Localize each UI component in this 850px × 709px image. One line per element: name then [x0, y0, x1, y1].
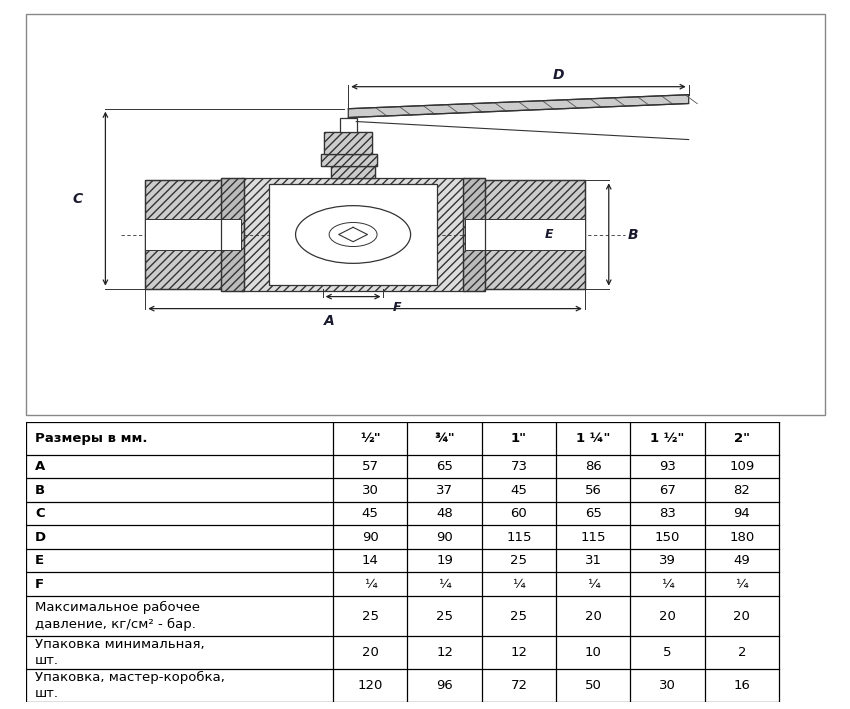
- Text: 50: 50: [585, 679, 602, 692]
- Bar: [325, 132, 372, 154]
- Text: 37: 37: [436, 484, 453, 496]
- Text: F: F: [35, 578, 44, 591]
- Text: ¼: ¼: [364, 578, 377, 591]
- Text: ¼: ¼: [439, 578, 451, 591]
- Text: ¼: ¼: [513, 578, 525, 591]
- Text: A: A: [35, 460, 45, 473]
- Text: Упаковка минимальная,
шт.: Упаковка минимальная, шт.: [35, 638, 205, 667]
- Bar: [321, 154, 377, 167]
- Text: 48: 48: [436, 507, 453, 520]
- Text: E: E: [35, 554, 44, 567]
- Text: 14: 14: [362, 554, 379, 567]
- Bar: [465, 180, 585, 289]
- Text: 45: 45: [511, 484, 527, 496]
- Text: ½": ½": [360, 432, 381, 445]
- Bar: [462, 178, 484, 291]
- Text: 115: 115: [506, 530, 531, 544]
- Text: 25: 25: [510, 554, 527, 567]
- Text: D: D: [35, 530, 46, 544]
- Text: ¼: ¼: [586, 578, 599, 591]
- Bar: [339, 118, 357, 132]
- Text: 93: 93: [659, 460, 676, 473]
- Text: 82: 82: [734, 484, 751, 496]
- Text: B: B: [627, 228, 638, 242]
- Text: 20: 20: [585, 610, 602, 623]
- Text: 25: 25: [436, 610, 453, 623]
- Text: F: F: [393, 301, 401, 314]
- Text: 1 ¼": 1 ¼": [576, 432, 610, 445]
- Text: 49: 49: [734, 554, 751, 567]
- Bar: [221, 178, 244, 291]
- Bar: [269, 184, 437, 284]
- Bar: [241, 179, 465, 291]
- Text: 83: 83: [659, 507, 676, 520]
- Text: 60: 60: [511, 507, 527, 520]
- Text: 31: 31: [585, 554, 602, 567]
- Text: ¼: ¼: [735, 578, 748, 591]
- Text: 12: 12: [510, 646, 527, 659]
- Bar: [325, 132, 372, 154]
- Text: 19: 19: [436, 554, 453, 567]
- Text: 25: 25: [510, 610, 527, 623]
- Bar: [145, 180, 241, 289]
- Text: 45: 45: [362, 507, 379, 520]
- Text: 150: 150: [654, 530, 680, 544]
- Text: 180: 180: [729, 530, 755, 544]
- Text: A: A: [324, 313, 335, 328]
- Text: Упаковка, мастер-коробка,
шт.: Упаковка, мастер-коробка, шт.: [35, 671, 225, 700]
- Text: C: C: [72, 191, 82, 206]
- Text: 94: 94: [734, 507, 751, 520]
- Text: 72: 72: [510, 679, 527, 692]
- Text: Максимальное рабочее
давление, кг/см² - бар.: Максимальное рабочее давление, кг/см² - …: [35, 601, 200, 630]
- Bar: [26, 14, 824, 415]
- Bar: [465, 180, 585, 289]
- Text: D: D: [552, 67, 564, 82]
- Text: 67: 67: [659, 484, 676, 496]
- Text: 1 ½": 1 ½": [650, 432, 685, 445]
- Text: 30: 30: [362, 484, 379, 496]
- Text: 5: 5: [663, 646, 672, 659]
- Polygon shape: [348, 95, 688, 118]
- Text: E: E: [545, 228, 553, 241]
- Text: 39: 39: [659, 554, 676, 567]
- Bar: [462, 178, 484, 291]
- Text: Размеры в мм.: Размеры в мм.: [35, 432, 148, 445]
- Text: 16: 16: [734, 679, 751, 692]
- Text: 65: 65: [585, 507, 602, 520]
- Text: 90: 90: [362, 530, 378, 544]
- Text: 65: 65: [436, 460, 453, 473]
- Text: 10: 10: [585, 646, 602, 659]
- Bar: [321, 154, 377, 167]
- Text: 20: 20: [734, 610, 751, 623]
- Bar: [331, 167, 376, 179]
- Text: 109: 109: [729, 460, 755, 473]
- Text: B: B: [35, 484, 45, 496]
- Circle shape: [296, 206, 411, 263]
- Text: 73: 73: [510, 460, 527, 473]
- Text: 12: 12: [436, 646, 453, 659]
- Text: 20: 20: [659, 610, 676, 623]
- Bar: [145, 180, 241, 289]
- Bar: [465, 219, 585, 250]
- Text: ¾": ¾": [434, 432, 455, 445]
- Text: 20: 20: [362, 646, 379, 659]
- Text: 115: 115: [581, 530, 606, 544]
- Text: 120: 120: [358, 679, 383, 692]
- Bar: [331, 167, 376, 179]
- Bar: [145, 219, 241, 250]
- Text: 1": 1": [511, 432, 527, 445]
- Text: 57: 57: [362, 460, 379, 473]
- Text: C: C: [35, 507, 45, 520]
- Text: 86: 86: [585, 460, 602, 473]
- Text: 2: 2: [738, 646, 746, 659]
- Bar: [221, 178, 244, 291]
- Text: 30: 30: [659, 679, 676, 692]
- Text: 90: 90: [436, 530, 453, 544]
- Text: 56: 56: [585, 484, 602, 496]
- Text: 2": 2": [734, 432, 750, 445]
- Text: 96: 96: [436, 679, 453, 692]
- Text: ¼: ¼: [661, 578, 674, 591]
- Text: 25: 25: [362, 610, 379, 623]
